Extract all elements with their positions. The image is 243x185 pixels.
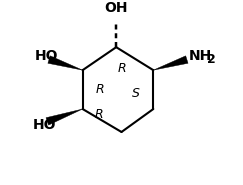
Text: HO: HO (35, 49, 58, 63)
Polygon shape (153, 56, 188, 70)
Text: R: R (117, 62, 126, 75)
Text: S: S (132, 87, 139, 100)
Text: NH: NH (189, 49, 212, 63)
Text: OH: OH (104, 1, 128, 15)
Polygon shape (46, 109, 83, 125)
Text: R: R (96, 83, 104, 96)
Text: 2: 2 (207, 53, 216, 66)
Text: R: R (94, 108, 103, 121)
Polygon shape (48, 56, 83, 70)
Text: HO: HO (33, 118, 57, 132)
